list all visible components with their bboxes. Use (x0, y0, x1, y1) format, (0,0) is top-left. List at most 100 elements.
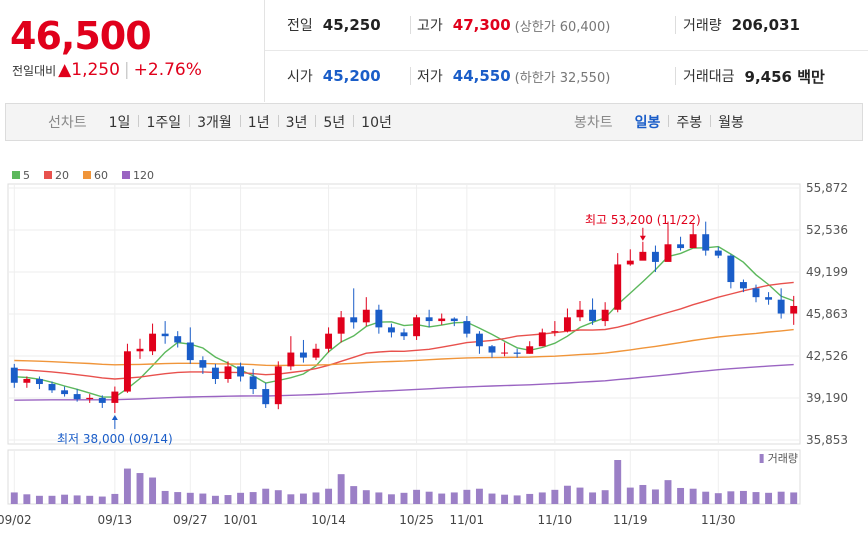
x-tick-label: 09/27 (173, 513, 208, 527)
moving-average-line (14, 245, 794, 398)
volume-bar (714, 493, 722, 504)
period-tab[interactable]: 1년 (239, 112, 278, 132)
quote-value: 47,300 (452, 16, 511, 34)
legend-label: 20 (55, 169, 69, 182)
candle-body (73, 394, 81, 400)
volume-bar (362, 490, 370, 504)
quote-limit: (하한가 32,550) (514, 70, 611, 86)
volume-bar (777, 491, 785, 504)
volume-bar (35, 495, 43, 504)
volume-bar (752, 492, 760, 504)
period-tab[interactable]: 5년 (315, 112, 353, 132)
quote-divider (410, 16, 411, 34)
candle-body (639, 251, 647, 261)
volume-legend-swatch (759, 454, 764, 463)
volume-bar (689, 488, 697, 504)
candle-body (186, 342, 194, 361)
period-tab[interactable]: 1주일 (138, 112, 189, 132)
candle-body (739, 282, 747, 289)
candle-chart-title: 봉차트 (574, 115, 613, 131)
quote-divider (675, 16, 676, 34)
quote-grid: 전일 45,250 고가 47,300 (상한가 60,400) 거래량 206,031 시… (265, 0, 868, 102)
candle-body (111, 391, 119, 403)
quote-value: 45,250 (322, 16, 381, 34)
legend-swatch (122, 171, 130, 179)
candle-body (350, 317, 358, 323)
candle-body (86, 397, 94, 400)
diff-label: 전일대비 (12, 64, 57, 78)
quote-divider (675, 67, 676, 85)
period-tab[interactable]: 10년 (353, 112, 400, 132)
candle-body (274, 366, 282, 405)
x-tick-label: 11/30 (701, 513, 736, 527)
candle-body (287, 352, 295, 367)
volume-bar (425, 491, 433, 504)
stock-chart: 55,872 52,536 49,199 45,863 42,526 39,190 35,8… (0, 169, 848, 527)
volume-bar (513, 495, 521, 504)
moving-average-line (14, 328, 794, 367)
candle-body (463, 321, 471, 334)
volume-bar (375, 492, 383, 504)
price-change: 전일대비 ▲1,250 | +2.76% (12, 60, 202, 80)
volume-bar (563, 485, 571, 504)
candle-body (589, 309, 597, 322)
candle-body (325, 333, 333, 349)
volume-bar (400, 492, 408, 504)
quote-row-2: 시가 45,200 저가 44,550 (하한가 32,550) 거래대금 9,456 백만 (265, 51, 868, 101)
quote-key: 시가 (287, 69, 313, 85)
volume-bar (526, 493, 534, 504)
period-tab[interactable]: 3개월 (189, 112, 240, 132)
candle-body (551, 331, 559, 333)
candle-body (501, 352, 509, 354)
period-tab[interactable]: 1일 (108, 115, 131, 131)
candle-body (48, 384, 56, 391)
candle-body (450, 318, 458, 322)
volume-bar (237, 492, 245, 504)
candle-body (61, 390, 69, 395)
candle-body (23, 378, 31, 383)
legend-swatch (83, 171, 91, 179)
volume-bar (727, 491, 735, 504)
quote-key: 고가 (417, 18, 443, 34)
candle-body (677, 244, 685, 249)
current-price: 46,500 (10, 14, 152, 58)
price-summary: 46,500 전일대비 ▲1,250 | +2.76% (0, 0, 265, 102)
legend-label: 120 (133, 169, 154, 182)
x-tick-label: 11/10 (538, 513, 573, 527)
volume-bar (589, 492, 597, 504)
candle-body (387, 327, 395, 333)
volume-bar (149, 477, 157, 504)
candle-period-tab[interactable]: 월봉 (710, 112, 752, 132)
volume-bar (199, 493, 207, 504)
legend-label: 5 (23, 169, 30, 182)
volume-label: 거래량 (768, 452, 798, 465)
candle-period-tab[interactable]: 일봉 (634, 115, 661, 131)
candle-body (413, 317, 421, 337)
volume-bar (262, 488, 270, 504)
y-tick-label: 49,199 (806, 265, 848, 279)
y-tick-label: 39,190 (806, 391, 848, 405)
volume-bar (677, 487, 685, 504)
y-tick-label: 55,872 (806, 181, 848, 195)
volume-bar (111, 493, 119, 504)
up-arrow-icon: ▲ (58, 60, 72, 80)
candle-period-tab[interactable]: 주봉 (668, 112, 710, 132)
candle-body (651, 251, 659, 262)
candle-body (161, 333, 169, 337)
candle-body (35, 378, 43, 385)
candle-body (475, 333, 483, 347)
x-tick-label: 09/02 (0, 513, 32, 527)
volume-bar (664, 480, 672, 504)
candle-body (777, 299, 785, 314)
candle-body (752, 288, 760, 298)
high-annotation: 최고 53,200 (11/22) (585, 213, 701, 227)
quote-value: 44,550 (452, 67, 511, 85)
volume-bar (639, 484, 647, 504)
volume-bar (488, 493, 496, 504)
candle-body (174, 336, 182, 343)
volume-bar (765, 492, 773, 504)
period-tab[interactable]: 3년 (277, 112, 316, 132)
volume-bar (702, 491, 710, 504)
volume-bar (299, 493, 307, 504)
volume-bar (614, 460, 622, 504)
